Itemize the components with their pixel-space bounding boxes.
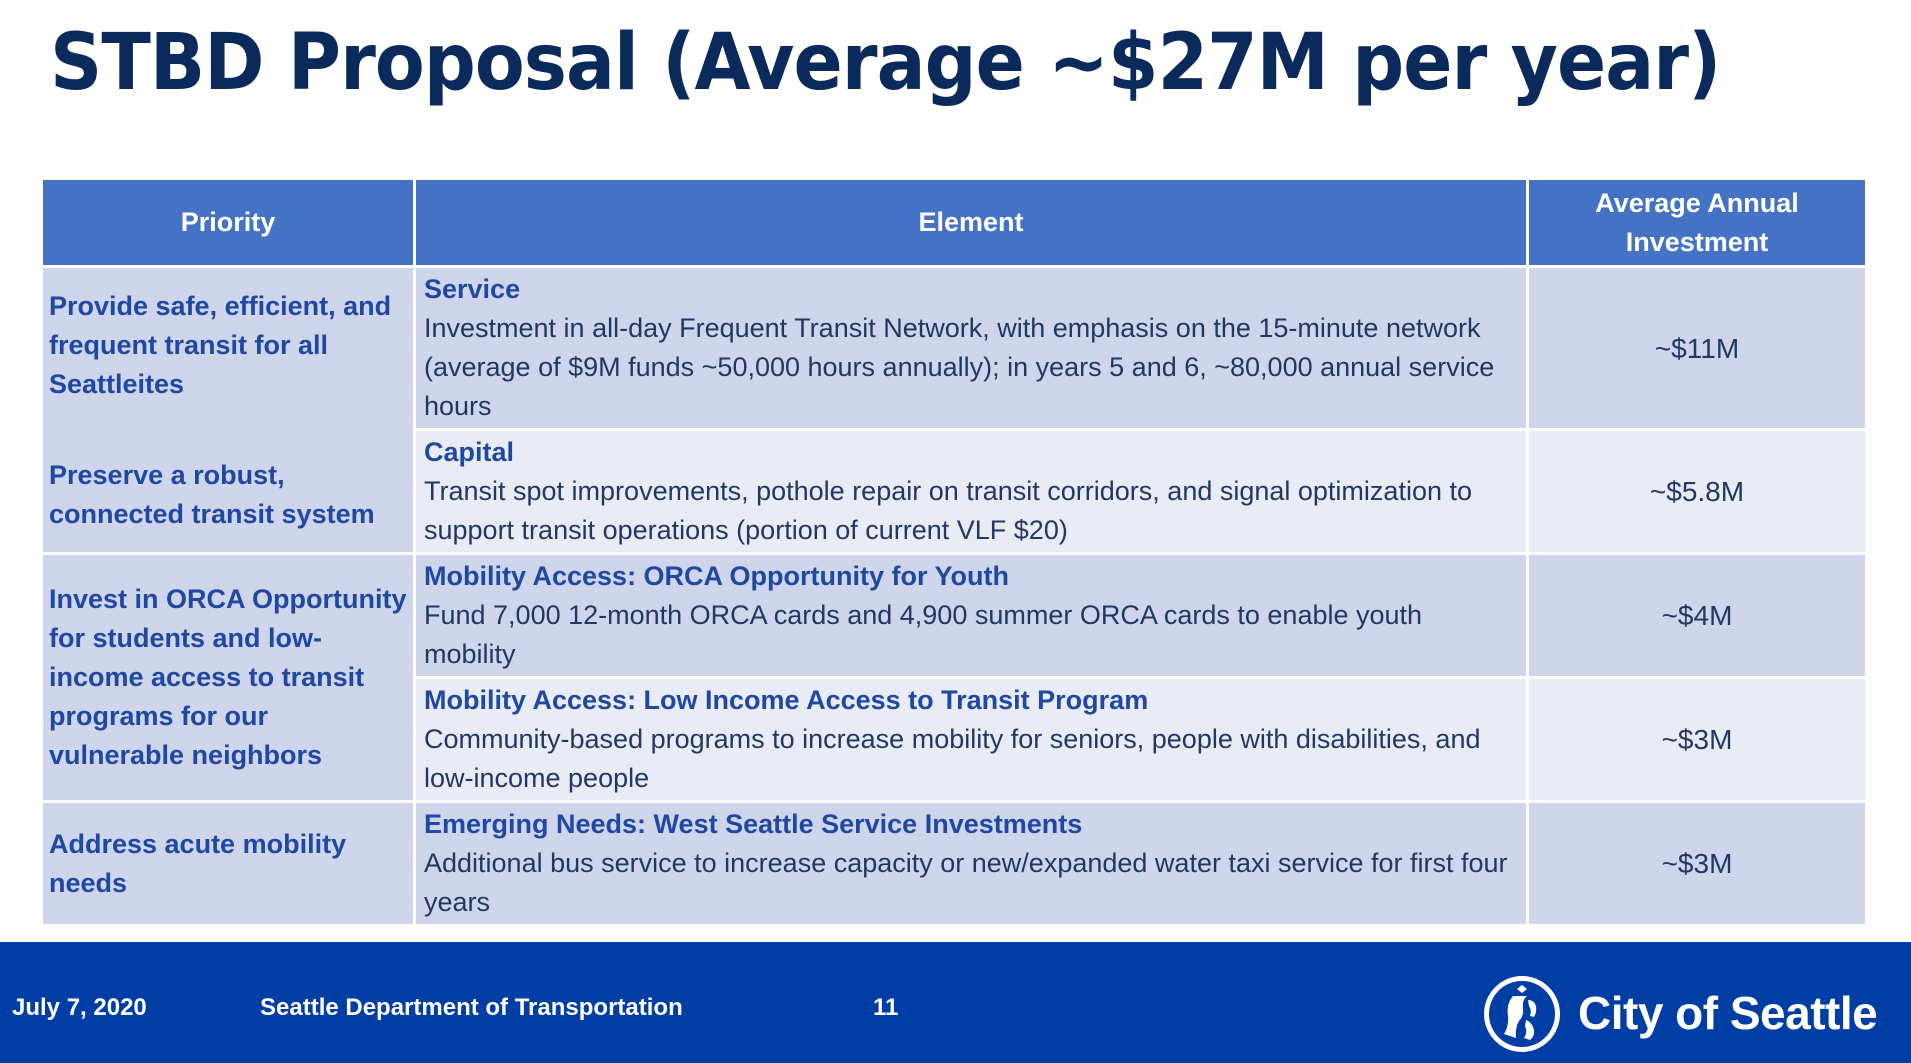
element-description: Additional bus service to increase capac… xyxy=(424,848,1508,917)
header-element: Element xyxy=(413,177,1529,268)
element-title: Service xyxy=(424,274,521,304)
table-row: Address acute mobility needs Emerging Ne… xyxy=(40,800,1868,927)
city-logo-text: City of Seattle xyxy=(1578,987,1878,1039)
element-title: Mobility Access: Low Income Access to Tr… xyxy=(424,685,1149,715)
priority-text: Address acute mobility needs xyxy=(49,828,347,898)
investment-value: ~$3M xyxy=(1526,800,1868,927)
table-row: Mobility Access: Low Income Access to Tr… xyxy=(42,676,1868,803)
table-header-row: Priority Element Average Annual Investme… xyxy=(40,177,1868,268)
element-description: Transit spot improvements, pothole repai… xyxy=(424,476,1472,545)
element-title: Emerging Needs: West Seattle Service Inv… xyxy=(424,809,1083,839)
element-description: Community-based programs to increase mob… xyxy=(424,724,1481,793)
header-investment: Average Annual Investment xyxy=(1526,177,1868,268)
element-cell: Mobility Access: ORCA Opportunity for Yo… xyxy=(413,552,1529,679)
page-number: 11 xyxy=(873,994,899,1021)
footer-bar: July 7, 2020 Seattle Department of Trans… xyxy=(0,942,1911,1063)
investment-value: ~$5.8M xyxy=(1526,428,1868,555)
element-description: Fund 7,000 12-month ORCA cards and 4,900… xyxy=(424,600,1423,669)
footer-department: Seattle Department of Transportation xyxy=(260,994,683,1021)
table-row: Provide safe, efficient, and frequent tr… xyxy=(40,265,1868,555)
element-description: Investment in all-day Frequent Transit N… xyxy=(424,313,1495,421)
footer-date: July 7, 2020 xyxy=(12,994,147,1021)
element-cell: Capital Transit spot improvements, potho… xyxy=(413,428,1529,555)
element-cell: Mobility Access: Low Income Access to Tr… xyxy=(413,676,1529,803)
investment-value: ~$3M xyxy=(1526,676,1868,803)
priority-cell: Invest in ORCA Opportunity for students … xyxy=(40,552,416,803)
element-title: Mobility Access: ORCA Opportunity for Yo… xyxy=(424,561,1010,591)
element-cell: Emerging Needs: West Seattle Service Inv… xyxy=(413,800,1529,927)
city-seal-icon xyxy=(1484,976,1560,1052)
priority-cell: Provide safe, efficient, and frequent tr… xyxy=(40,265,416,555)
priority-cell: Address acute mobility needs xyxy=(40,800,416,927)
element-cell: Service Investment in all-day Frequent T… xyxy=(413,265,1529,431)
table-row: Invest in ORCA Opportunity for students … xyxy=(40,552,1868,803)
table-row: Capital Transit spot improvements, potho… xyxy=(42,428,1868,555)
priority-text: Preserve a robust, connected transit sys… xyxy=(49,459,375,529)
priority-text: Provide safe, efficient, and frequent tr… xyxy=(49,290,392,399)
priority-text: Invest in ORCA Opportunity for students … xyxy=(49,584,407,770)
element-title: Capital xyxy=(424,437,515,467)
investment-value: ~$11M xyxy=(1526,265,1868,431)
investment-value: ~$4M xyxy=(1526,552,1868,679)
investment-table: Priority Element Average Annual Investme… xyxy=(40,177,1868,927)
header-priority: Priority xyxy=(40,177,416,268)
investment-table-wrapper: Priority Element Average Annual Investme… xyxy=(40,177,1868,927)
slide-title: STBD Proposal (Average ~$27M per year) xyxy=(50,18,1721,108)
